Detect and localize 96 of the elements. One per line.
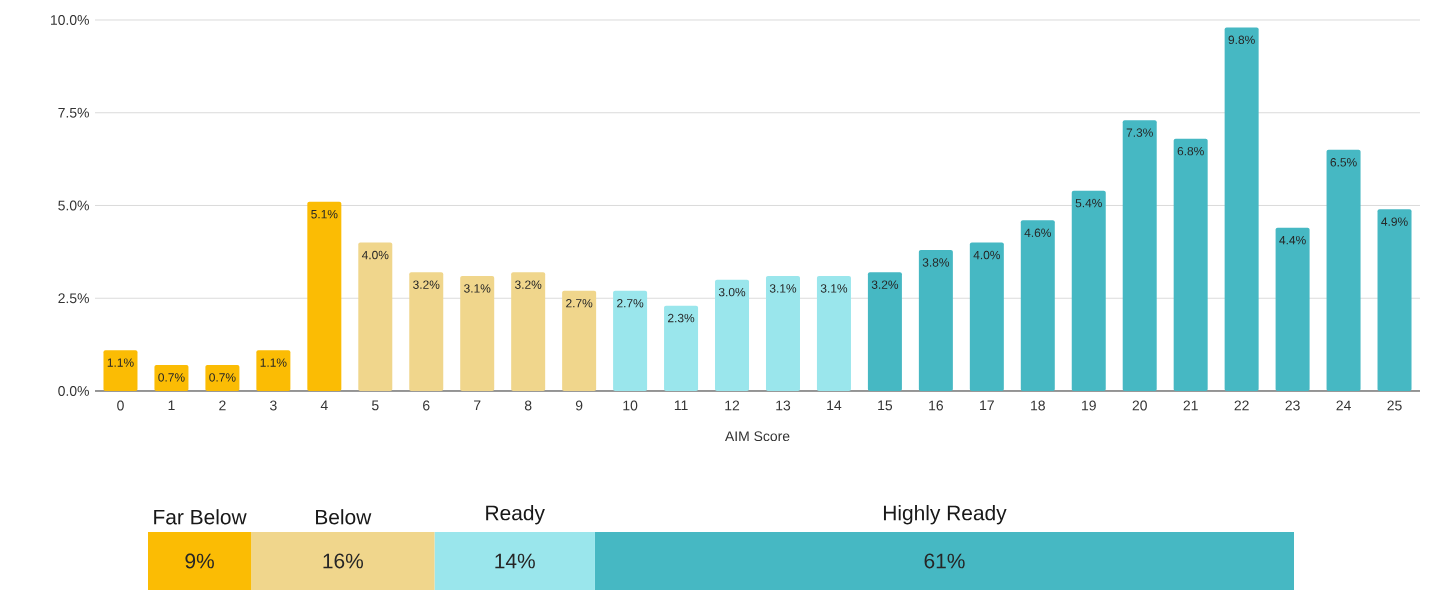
y-tick-label: 10.0% (50, 15, 89, 25)
bar (1275, 227, 1310, 391)
bar (715, 279, 750, 391)
x-tick-label: 4 (320, 400, 328, 411)
bar (358, 242, 393, 391)
x-tick-label: 12 (725, 400, 740, 411)
bar (1071, 190, 1106, 391)
bar (969, 242, 1004, 391)
x-tick-label: 16 (929, 400, 943, 411)
bar (613, 290, 648, 391)
data-label: 3.2% (413, 280, 440, 289)
bar (460, 275, 495, 391)
data-label: 3.0% (718, 287, 746, 297)
bar (1326, 149, 1361, 391)
x-tick-label: 2 (219, 400, 226, 411)
bar (765, 275, 800, 391)
x-tick-label: 15 (878, 400, 893, 411)
bar (867, 272, 902, 391)
x-tick-label: 18 (1031, 400, 1045, 411)
y-tick-label: 2.5% (58, 293, 89, 304)
x-tick-label: 10 (623, 400, 638, 411)
data-label: 0.7% (158, 373, 185, 382)
x-tick-label: 11 (674, 400, 688, 411)
data-label: 3.2% (871, 280, 899, 289)
bar (1122, 120, 1157, 391)
data-label: 5.4% (1075, 198, 1102, 208)
y-tick-label: 5.0% (58, 200, 89, 211)
data-label: 2.3% (668, 313, 695, 323)
data-label: 14% (495, 553, 535, 569)
series-label: Ready (486, 504, 545, 525)
bar (594, 532, 1294, 590)
bar (154, 365, 189, 391)
x-tick-label: 1 (168, 400, 175, 411)
data-label: 4.0% (973, 250, 1001, 260)
x-tick-label: 19 (1082, 400, 1096, 411)
x-tick-label: 0 (117, 400, 124, 411)
x-tick-label: 25 (1387, 400, 1402, 411)
data-label: 9% (185, 553, 214, 569)
x-tick-label: 8 (524, 400, 532, 411)
data-label: 3.1% (464, 284, 491, 293)
bar (1224, 27, 1259, 391)
data-label: 4.6% (1024, 228, 1051, 237)
data-label: 6.5% (1330, 158, 1357, 167)
series-label: Below (316, 509, 372, 525)
x-tick-label: 24 (1336, 400, 1351, 411)
data-label: 3.1% (769, 284, 797, 293)
data-label: 6.8% (1177, 146, 1204, 156)
x-tick-label: 22 (1234, 400, 1249, 411)
data-label: 4.9% (1381, 217, 1408, 226)
x-axis-title: AIM Score (724, 431, 790, 442)
data-label: 3.2% (515, 280, 542, 289)
bar (256, 350, 291, 391)
x-tick-label: 21 (1183, 400, 1198, 411)
bar (205, 365, 240, 391)
series-label: Highly Ready (883, 504, 1007, 525)
bar (434, 532, 595, 590)
y-tick-label: 7.5% (58, 107, 89, 118)
data-label: 7.3% (1126, 128, 1153, 137)
data-label: 16% (323, 553, 364, 569)
data-label: 4.4% (1279, 235, 1306, 245)
x-tick-label: 9 (575, 400, 583, 411)
x-tick-label: 6 (423, 400, 430, 411)
x-tick-label: 23 (1285, 400, 1300, 411)
x-tick-label: 14 (827, 400, 842, 411)
bar (664, 305, 699, 391)
data-label: 2.7% (617, 299, 644, 308)
bar (1173, 138, 1208, 391)
bar (562, 290, 597, 391)
data-label: 9.8% (1228, 35, 1255, 45)
data-label: 5.1% (311, 209, 338, 219)
data-label: 1.1% (107, 358, 134, 367)
bar (918, 250, 953, 391)
x-tick-label: 20 (1132, 400, 1147, 411)
bar (307, 201, 342, 391)
x-tick-label: 17 (980, 400, 994, 411)
bar (511, 272, 546, 391)
data-label: 1.1% (260, 358, 287, 367)
data-label: 61% (924, 553, 965, 569)
data-label: 3.8% (922, 258, 950, 267)
bar (1020, 220, 1055, 391)
data-label: 0.7% (209, 373, 236, 382)
bar (251, 532, 435, 590)
bar (409, 272, 444, 391)
x-tick-label: 5 (371, 400, 379, 411)
bar (816, 275, 851, 391)
x-tick-label: 7 (474, 400, 481, 411)
data-label: 2.7% (566, 299, 593, 308)
series-label: Far Below (154, 509, 247, 525)
data-label: 3.1% (820, 284, 848, 293)
y-tick-label: 0.0% (58, 386, 89, 396)
bar (103, 350, 138, 391)
x-tick-label: 13 (776, 400, 791, 411)
bar (1377, 209, 1412, 391)
x-tick-label: 3 (270, 400, 277, 411)
data-label: 4.0% (361, 250, 389, 260)
bar (148, 532, 252, 590)
